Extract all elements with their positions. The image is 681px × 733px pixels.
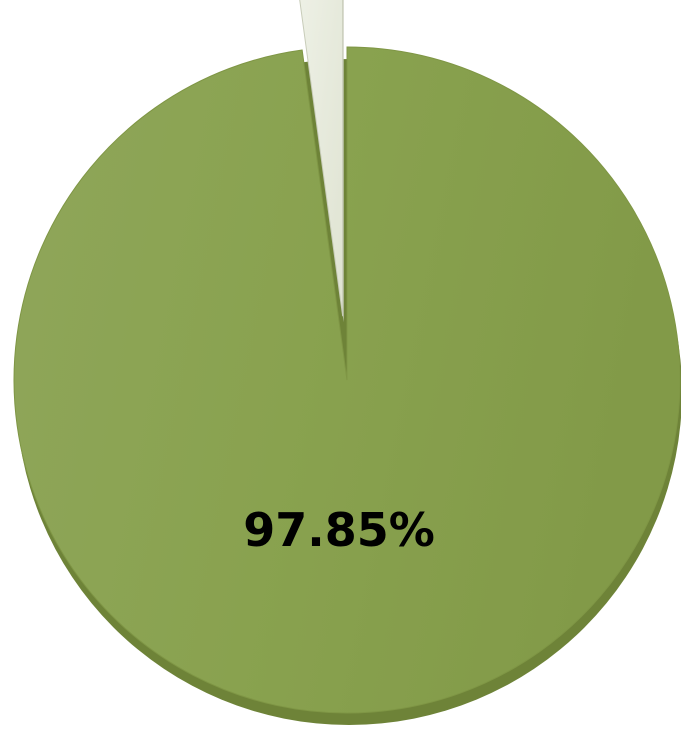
- data-label-0: 97.85%: [243, 503, 435, 557]
- labels-layer: 97.85%: [243, 503, 435, 557]
- slices-layer: [13, 0, 681, 725]
- pie-slice-0: [13, 46, 681, 714]
- pie-slice-1: [299, 0, 344, 317]
